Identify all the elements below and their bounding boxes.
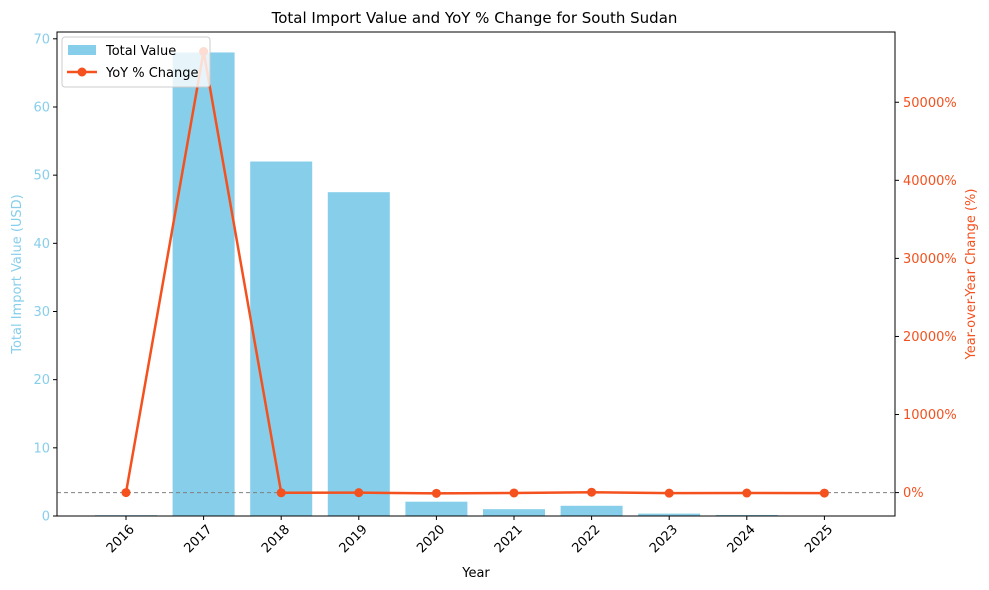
yoy-point-2024 [742,488,752,498]
legend: Total Value YoY % Change [61,36,211,88]
left-tick-label-70: 70 [33,32,50,47]
chart-title: Total Import Value and YoY % Change for … [271,9,678,27]
legend-label-yoy-change: YoY % Change [105,66,199,81]
yoy-point-2022 [587,487,597,497]
x-tick-label-2018: 2018 [259,522,293,556]
bar-2017 [172,52,235,516]
right-axis-label: Year-over-Year Change (%) [964,189,979,361]
yoy-point-2018 [276,488,286,498]
bar-2024 [715,514,778,516]
left-axis-label: Total Import Value (USD) [10,194,25,355]
left-tick-label-40: 40 [33,237,50,252]
left-tick-label-0: 0 [42,510,50,525]
yoy-point-2019 [354,488,364,498]
x-tick-label-2023: 2023 [647,522,681,556]
legend-swatch-total-value [68,45,96,55]
x-tick-label-2020: 2020 [414,522,448,556]
left-tick-label-10: 10 [33,441,50,456]
right-tick-label-0: 0% [903,486,924,501]
legend-label-total-value: Total Value [105,44,176,59]
yoy-point-2023 [664,488,674,498]
bar-2018 [250,161,313,517]
x-tick-label-2022: 2022 [569,522,603,556]
x-axis-label: Year [461,566,490,581]
yoy-point-2021 [509,488,519,498]
right-tick-label-20000: 20000% [903,330,957,345]
legend-box [61,36,211,88]
x-tick-label-2021: 2021 [492,522,526,556]
left-axis: 0 10 20 30 40 50 60 70 [33,32,57,525]
bar-2020 [405,501,468,516]
bar-2019 [327,192,390,516]
right-axis: 0% 10000% 20000% 30000% 40000% 50000% [895,96,957,501]
x-tick-label-2025: 2025 [802,522,836,556]
x-tick-label-2016: 2016 [104,522,138,556]
yoy-point-2020 [431,488,441,498]
left-tick-label-30: 30 [33,305,50,320]
right-tick-label-50000: 50000% [903,96,957,111]
yoy-point-2016 [121,488,131,498]
left-tick-label-60: 60 [33,100,50,115]
x-tick-label-2024: 2024 [725,522,759,556]
bar-2022 [560,505,623,516]
left-tick-label-20: 20 [33,373,50,388]
bars-layer [95,52,856,517]
right-tick-label-10000: 10000% [903,408,957,423]
plot-frame [56,31,896,517]
yoy-point-2025 [819,488,829,498]
x-axis: 2016 2017 2018 2019 2020 2021 2022 2023 2024 2025 [104,516,836,556]
right-tick-label-40000: 40000% [903,174,957,189]
right-tick-label-30000: 30000% [903,252,957,267]
x-tick-label-2019: 2019 [337,522,371,556]
bar-2023 [638,513,701,516]
x-tick-label-2017: 2017 [181,522,215,556]
left-tick-label-50: 50 [33,169,50,184]
bar-2021 [483,509,545,516]
yoy-change-line [124,50,825,495]
legend-swatch-yoy-marker [77,67,87,77]
